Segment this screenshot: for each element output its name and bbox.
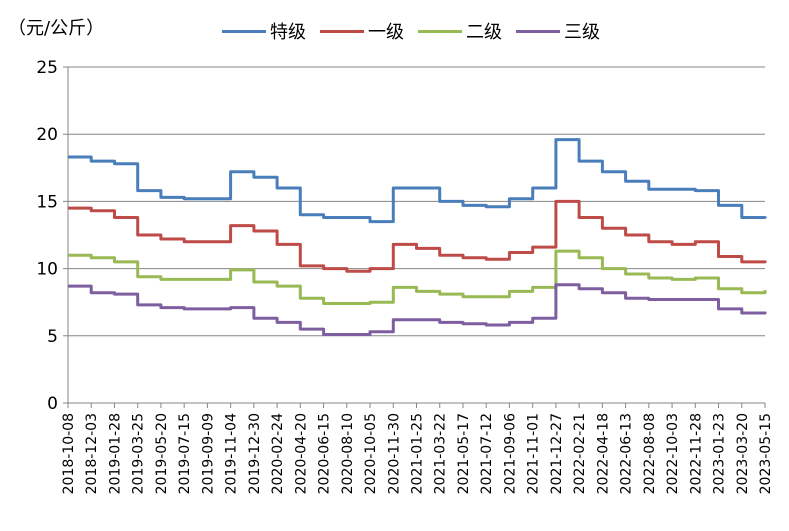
legend-label-grade1: 一级 [368,22,404,43]
legend-item-grade1: 一级 [320,18,404,44]
x-tick-label-12: 2020-08-10 [340,413,356,494]
x-tick-label-29: 2023-03-20 [735,413,751,494]
x-tick-label-2: 2019-01-28 [107,413,123,494]
x-tick-label-28: 2023-01-23 [712,413,728,494]
y-tick-label-0: 0 [47,394,58,414]
legend: 特级 一级 二级 三级 [222,18,600,44]
grid-lines [68,66,765,337]
legend-item-grade2: 二级 [418,18,502,44]
legend-label-special: 特级 [270,22,306,43]
x-tick-label-8: 2019-12-30 [247,413,263,494]
x-tick-label-24: 2022-06-13 [619,413,635,494]
x-tick-label-18: 2021-07-12 [479,413,495,494]
series-line-grade3 [68,283,767,336]
x-tick-label-4: 2019-05-20 [154,413,170,494]
x-tick-label-20: 2021-11-01 [526,413,542,494]
x-tick-label-10: 2020-04-20 [293,413,309,494]
series-line-grade2 [68,249,767,305]
y-unit-label: （元/公斤） [8,18,105,39]
x-tick-label-1: 2018-12-03 [84,413,100,494]
x-tick-label-23: 2022-04-18 [595,413,611,494]
legend-item-special: 特级 [222,18,306,44]
x-tick-label-26: 2022-10-03 [665,413,681,494]
legend-swatch-grade1 [320,29,364,33]
y-tick-label-25: 25 [36,58,58,78]
x-tick-label-5: 2019-07-15 [177,413,193,494]
x-tick-label-6: 2019-09-09 [200,413,216,494]
legend-label-grade3: 三级 [564,22,600,43]
legend-swatch-grade3 [516,29,560,33]
x-tick-label-3: 2019-03-25 [131,413,147,494]
x-tick-label-9: 2020-02-24 [270,413,286,494]
x-tick-label-17: 2021-05-17 [456,413,472,494]
x-tick-label-27: 2022-11-28 [688,413,704,494]
x-tick-label-0: 2018-10-08 [61,413,77,494]
x-tick-label-19: 2021-09-06 [502,413,518,494]
legend-label-grade2: 二级 [466,22,502,43]
series-line-grade1 [68,199,767,273]
y-tick-label-20: 20 [36,125,58,145]
y-tick-labels: 0 5 10 15 20 25 [36,58,58,414]
series-line-special [68,138,767,224]
legend-swatch-grade2 [418,29,462,33]
x-tick-label-13: 2020-10-05 [363,413,379,494]
x-tick-label-14: 2020-11-30 [386,413,402,494]
x-tick-label-7: 2019-11-04 [224,413,240,494]
y-tick-label-5: 5 [47,327,58,347]
x-tick-label-11: 2020-06-15 [317,413,333,494]
axes [63,66,766,408]
y-tick-label-10: 10 [36,260,58,280]
legend-item-grade3: 三级 [516,18,600,44]
y-tick-label-15: 15 [36,192,58,212]
x-tick-label-21: 2021-12-27 [549,413,565,494]
legend-swatch-special [222,29,266,33]
x-tick-label-30: 2023-05-15 [758,413,774,494]
series-lines [67,138,767,336]
x-tick-label-22: 2022-02-21 [572,413,588,494]
x-tick-label-16: 2021-03-22 [433,413,449,494]
x-tick-labels: 2018-10-08 2018-12-03 2019-01-28 2019-03-25… [61,413,774,494]
x-tick-label-25: 2022-08-08 [642,413,658,494]
x-tick-label-15: 2021-01-25 [410,413,426,494]
